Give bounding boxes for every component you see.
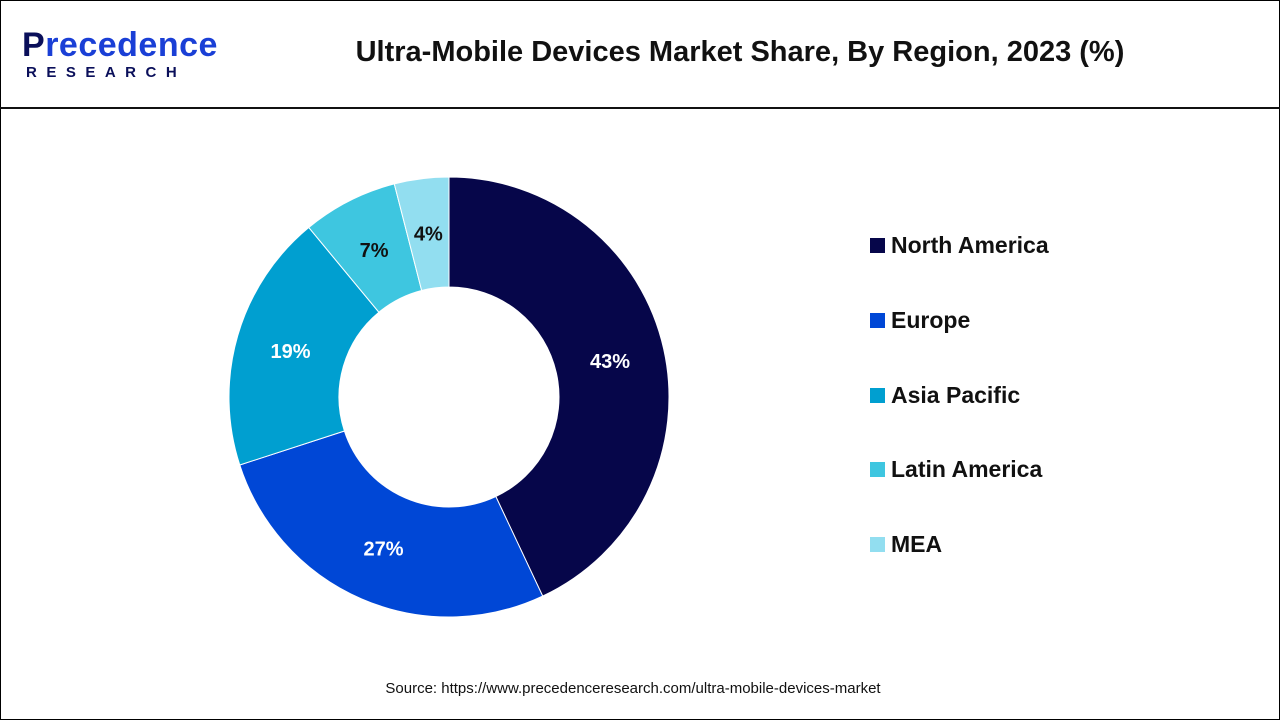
legend-item: Europe bbox=[870, 307, 970, 334]
slice-europe bbox=[239, 430, 544, 618]
data-label: 7% bbox=[360, 240, 389, 262]
legend-label: Latin America bbox=[891, 456, 1043, 483]
data-label: 43% bbox=[590, 351, 630, 373]
legend-label: Europe bbox=[891, 306, 971, 333]
legend-swatch bbox=[870, 387, 885, 403]
legend-label: North America bbox=[891, 232, 1049, 258]
legend-swatch bbox=[870, 312, 885, 328]
slice-mea bbox=[393, 176, 450, 292]
slice-asia-pacific bbox=[228, 226, 380, 466]
legend-item: North America bbox=[870, 232, 1049, 259]
data-label: 27% bbox=[363, 538, 403, 560]
logo-wordmark: recedence bbox=[45, 26, 218, 64]
legend-swatch bbox=[870, 537, 885, 553]
header: Precedence RESEARCH Ultra-Mobile Devices… bbox=[0, 0, 1280, 109]
legend-label: Asia Pacific bbox=[891, 381, 1021, 408]
legend-item: Asia Pacific bbox=[870, 382, 1020, 409]
chart-title: Ultra-Mobile Devices Market Share, By Re… bbox=[355, 36, 1125, 68]
slice-north-america bbox=[448, 176, 670, 597]
legend-item: Latin America bbox=[870, 456, 1042, 483]
logo-subtitle: RESEARCH bbox=[26, 64, 187, 81]
legend-label: MEA bbox=[891, 531, 943, 558]
legend-swatch bbox=[870, 462, 885, 478]
data-label: 19% bbox=[271, 341, 311, 363]
source-note: Source: https://www.precedenceresearch.c… bbox=[385, 680, 881, 697]
precedence-research-logo: Precedence RESEARCH bbox=[22, 28, 218, 81]
legend-swatch bbox=[870, 238, 885, 253]
legend-item: MEA bbox=[870, 531, 942, 558]
logo-initial: P bbox=[22, 26, 46, 64]
data-label: 4% bbox=[414, 223, 443, 245]
